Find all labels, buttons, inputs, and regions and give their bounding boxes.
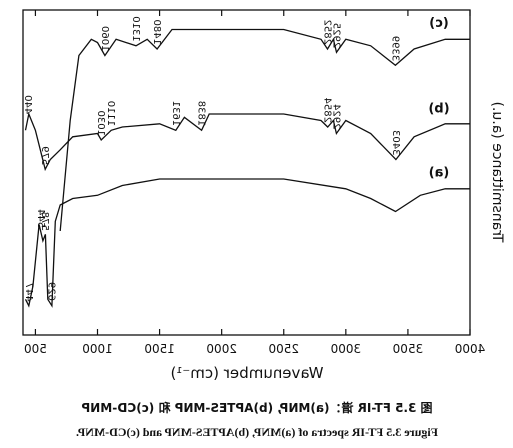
x-tick-label: 2500 — [268, 342, 299, 356]
peak-label: 2852 — [321, 20, 332, 45]
spectrum-line — [59, 28, 470, 232]
peak-label: 3403 — [390, 130, 401, 155]
x-tick-label: 3000 — [331, 342, 362, 356]
series-label: (b) — [428, 101, 449, 116]
peak-label: 1110 — [105, 101, 116, 126]
peak-label: 578 — [39, 212, 50, 231]
series-label: (c) — [429, 16, 449, 31]
y-axis-label: Transmittance (a.u.) — [489, 102, 505, 244]
x-tick-label: 2000 — [206, 342, 237, 356]
peak-label: 1631 — [170, 101, 181, 126]
peak-label: 629 — [45, 282, 56, 301]
peak-label: 447 — [23, 283, 34, 302]
peak-label: 544 — [35, 209, 46, 228]
series-label: (a) — [429, 165, 450, 180]
peak-label: 1030 — [95, 111, 106, 136]
spectrum-line — [24, 111, 470, 172]
x-tick-label: 4000 — [455, 342, 486, 356]
peak-label: 1310 — [130, 16, 141, 41]
peak-label: 2854 — [322, 98, 333, 123]
caption-cn: 图 3.5 FT-IR 谱：(a)MNP, (b)APTES-MNP 和 (c)… — [81, 400, 432, 415]
peak-label: 1060 — [99, 26, 110, 51]
peak-label: 579 — [39, 146, 50, 165]
x-axis-label: Wavenumber (cm⁻¹) — [171, 364, 324, 382]
spectrum-line — [24, 178, 470, 308]
x-tick-label: 500 — [24, 342, 47, 356]
x-tick-label: 1000 — [82, 342, 113, 356]
x-tick-label: 1500 — [144, 342, 175, 356]
plot-frame — [22, 9, 471, 336]
peak-label: 1838 — [196, 101, 207, 126]
peak-label: 2924 — [330, 104, 341, 129]
peak-label: 440 — [22, 95, 33, 114]
peak-label: 3399 — [389, 36, 400, 61]
peak-label: 1480 — [151, 20, 162, 45]
caption-en: Figure 3.5 FT-IR spectra of (a)MNP, (b)A… — [76, 425, 438, 439]
peak-label: 2925 — [331, 23, 342, 48]
x-tick-label: 3500 — [393, 342, 424, 356]
